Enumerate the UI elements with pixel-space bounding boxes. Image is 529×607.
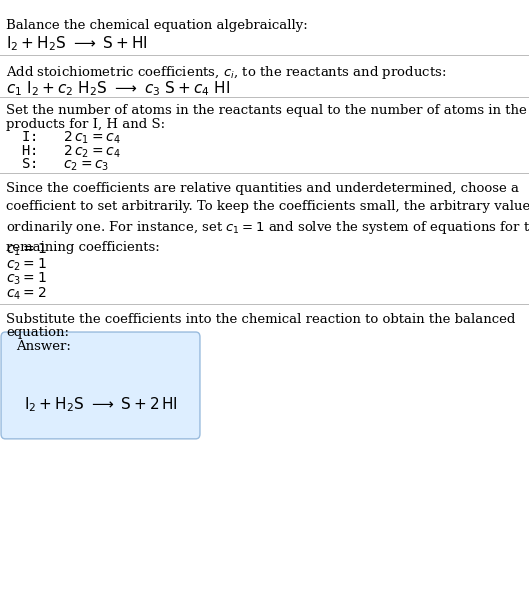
Text: equation:: equation: <box>6 326 69 339</box>
Text: I:   $2\,c_1 = c_4$: I: $2\,c_1 = c_4$ <box>13 130 121 146</box>
Text: $c_4 = 2$: $c_4 = 2$ <box>6 285 47 302</box>
Text: $\mathrm{I}_2 + \mathrm{H}_2\mathrm{S}\ \longrightarrow\ \mathrm{S} + \mathrm{HI: $\mathrm{I}_2 + \mathrm{H}_2\mathrm{S}\ … <box>6 35 148 53</box>
Text: $c_3 = 1$: $c_3 = 1$ <box>6 271 47 287</box>
Text: $c_2 = 1$: $c_2 = 1$ <box>6 256 47 273</box>
FancyBboxPatch shape <box>1 332 200 439</box>
Text: $c_1\ \mathrm{I}_2 + c_2\ \mathrm{H}_2\mathrm{S}\ \longrightarrow\ c_3\ \mathrm{: $c_1\ \mathrm{I}_2 + c_2\ \mathrm{H}_2\m… <box>6 79 230 98</box>
Text: Add stoichiometric coefficients, $c_i$, to the reactants and products:: Add stoichiometric coefficients, $c_i$, … <box>6 64 446 81</box>
Text: Set the number of atoms in the reactants equal to the number of atoms in the: Set the number of atoms in the reactants… <box>6 104 527 117</box>
Text: Since the coefficients are relative quantities and underdetermined, choose a
coe: Since the coefficients are relative quan… <box>6 182 529 254</box>
Text: $c_1 = 1$: $c_1 = 1$ <box>6 242 47 258</box>
Text: H:   $2\,c_2 = c_4$: H: $2\,c_2 = c_4$ <box>13 143 121 160</box>
Text: Substitute the coefficients into the chemical reaction to obtain the balanced: Substitute the coefficients into the che… <box>6 313 516 325</box>
Text: Answer:: Answer: <box>16 340 71 353</box>
Text: S:   $c_2 = c_3$: S: $c_2 = c_3$ <box>13 157 110 173</box>
Text: $\mathrm{I}_2 + \mathrm{H}_2\mathrm{S}\ \longrightarrow\ \mathrm{S} + 2\,\mathrm: $\mathrm{I}_2 + \mathrm{H}_2\mathrm{S}\ … <box>24 396 177 414</box>
Text: products for I, H and S:: products for I, H and S: <box>6 118 166 131</box>
Text: Balance the chemical equation algebraically:: Balance the chemical equation algebraica… <box>6 19 308 32</box>
